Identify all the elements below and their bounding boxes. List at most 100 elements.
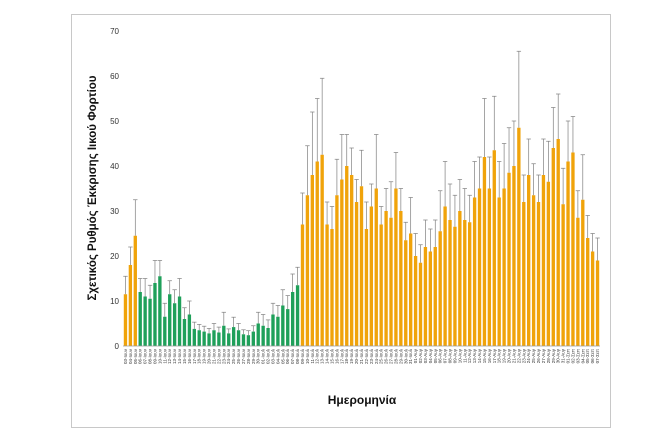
- y-tick-label: 20: [110, 252, 119, 261]
- bar: [438, 231, 442, 346]
- x-tick-label: 11-Ιουλ: [310, 348, 315, 363]
- bar: [507, 172, 511, 346]
- bar: [541, 175, 546, 346]
- bar: [586, 238, 590, 346]
- x-tick-label: 20-Ιουν: [207, 348, 212, 364]
- x-tick-label: 28-Ιουλ: [393, 348, 398, 364]
- x-tick-label: 20-Αυγ: [507, 348, 512, 363]
- x-tick-label: 02-Αυγ: [418, 348, 423, 363]
- bar: [536, 202, 541, 346]
- bar: [143, 296, 147, 346]
- bar: [551, 148, 555, 346]
- x-tick-label: 03-Ιουλ: [270, 348, 275, 364]
- bar: [177, 296, 182, 346]
- y-tick-label: 50: [110, 117, 119, 126]
- bar: [581, 199, 585, 346]
- x-tick-label: 05-Σεπ: [585, 349, 590, 363]
- x-tick-label: 08-Ιουν: [148, 348, 153, 364]
- x-tick-label: 11-Αυγ: [462, 348, 467, 363]
- bar: [133, 235, 137, 346]
- x-tick-label: 10-Ιουν: [157, 348, 162, 364]
- y-tick-label: 10: [110, 297, 119, 306]
- bar: [556, 139, 560, 346]
- x-tick-label: 05-Ιουν: [133, 348, 138, 364]
- x-tick-label: 18-Ιουλ: [344, 348, 349, 364]
- x-tick-label: 02-Ιουλ: [266, 348, 271, 364]
- x-tick-label: 22-Ιουν: [216, 348, 221, 364]
- bar: [561, 204, 565, 346]
- bar: [163, 316, 167, 346]
- bar: [182, 319, 187, 346]
- bar: [158, 276, 162, 346]
- bar: [404, 240, 408, 346]
- bar: [527, 175, 531, 346]
- bar: [433, 247, 437, 346]
- bar: [595, 260, 600, 346]
- bar: [413, 256, 418, 346]
- x-tick-label: 21-Ιουλ: [359, 348, 364, 364]
- x-tick-label: 21-Αυγ: [511, 348, 516, 363]
- bar: [310, 175, 314, 346]
- x-tick-label: 14-Ιουλ: [325, 348, 330, 364]
- x-tick-label: 26-Ιουλ: [384, 348, 389, 364]
- bar: [502, 188, 506, 346]
- bar: [197, 330, 201, 346]
- bar: [590, 251, 595, 346]
- y-tick-label: 60: [110, 72, 119, 81]
- x-tick-label: 16-Αυγ: [487, 348, 492, 363]
- x-tick-label: 20-Ιουλ: [354, 348, 359, 364]
- bar: [335, 195, 339, 346]
- bar: [517, 127, 521, 346]
- bar: [472, 197, 477, 346]
- bar: [340, 179, 344, 346]
- x-tick-label: 24-Αυγ: [526, 348, 531, 363]
- bar: [345, 166, 349, 346]
- x-tick-label: 17-Ιουλ: [339, 348, 344, 364]
- x-tick-label: 05-Ιουλ: [280, 348, 285, 364]
- bar: [546, 181, 551, 346]
- x-tick-label: 22-Ιουλ: [364, 348, 369, 364]
- x-tick-label: 21-Ιουν: [211, 348, 216, 364]
- y-tick-label: 70: [110, 27, 119, 36]
- bar: [271, 314, 275, 346]
- bar: [227, 333, 231, 346]
- bar: [261, 325, 265, 346]
- bar: [305, 195, 310, 346]
- y-axis-title: Σχετικός Ρυθμός Έκκρισης Ιικού Φορτίου: [87, 75, 99, 300]
- x-tick-label: 27-Ιουλ: [389, 348, 394, 364]
- x-tick-label: 04-Αυγ: [428, 348, 433, 363]
- x-tick-label: 28-Αυγ: [546, 348, 551, 363]
- bar: [192, 328, 196, 346]
- x-tick-label: 30-Ιουν: [256, 348, 261, 364]
- bar: [148, 298, 152, 346]
- bar: [369, 206, 374, 346]
- x-tick-label: 09-Ιουλ: [300, 348, 305, 364]
- x-tick-label: 08-Αυγ: [448, 348, 453, 363]
- x-tick-label: 11-Ιουν: [162, 348, 167, 363]
- bar: [384, 211, 388, 346]
- x-tick-label: 18-Αυγ: [497, 348, 502, 363]
- x-tick-label: 12-Αυγ: [467, 348, 472, 363]
- x-tick-label: 03-Ιουν: [123, 348, 128, 364]
- x-axis-ticks: 03-Ιουν 04-Ιουν 05-Ιουν 06-Ιουν 07-Ιουν 08-Ιο…: [123, 348, 600, 364]
- x-tick-label: 19-Ιουλ: [349, 348, 354, 364]
- bar: [172, 303, 177, 346]
- bar: [492, 150, 496, 346]
- error-bars-group: [123, 50, 600, 336]
- bar: [522, 202, 526, 346]
- bar: [423, 247, 428, 346]
- x-tick-label: 22-Αυγ: [516, 348, 521, 363]
- bar: [266, 328, 270, 346]
- bar: [241, 334, 246, 346]
- x-tick-label: 25-Ιουν: [231, 348, 236, 364]
- x-tick-label: 26-Αυγ: [536, 348, 541, 363]
- bar: [325, 224, 329, 346]
- x-tick-label: 14-Ιουν: [177, 348, 182, 364]
- x-tick-label: 04-Ιουν: [128, 348, 133, 364]
- x-tick-label: 09-Αυγ: [452, 348, 457, 363]
- y-tick-label: 0: [115, 342, 120, 351]
- x-tick-label: 07-Αυγ: [443, 348, 448, 363]
- bar: [276, 316, 280, 346]
- bar: [389, 217, 393, 346]
- bar: [497, 197, 501, 346]
